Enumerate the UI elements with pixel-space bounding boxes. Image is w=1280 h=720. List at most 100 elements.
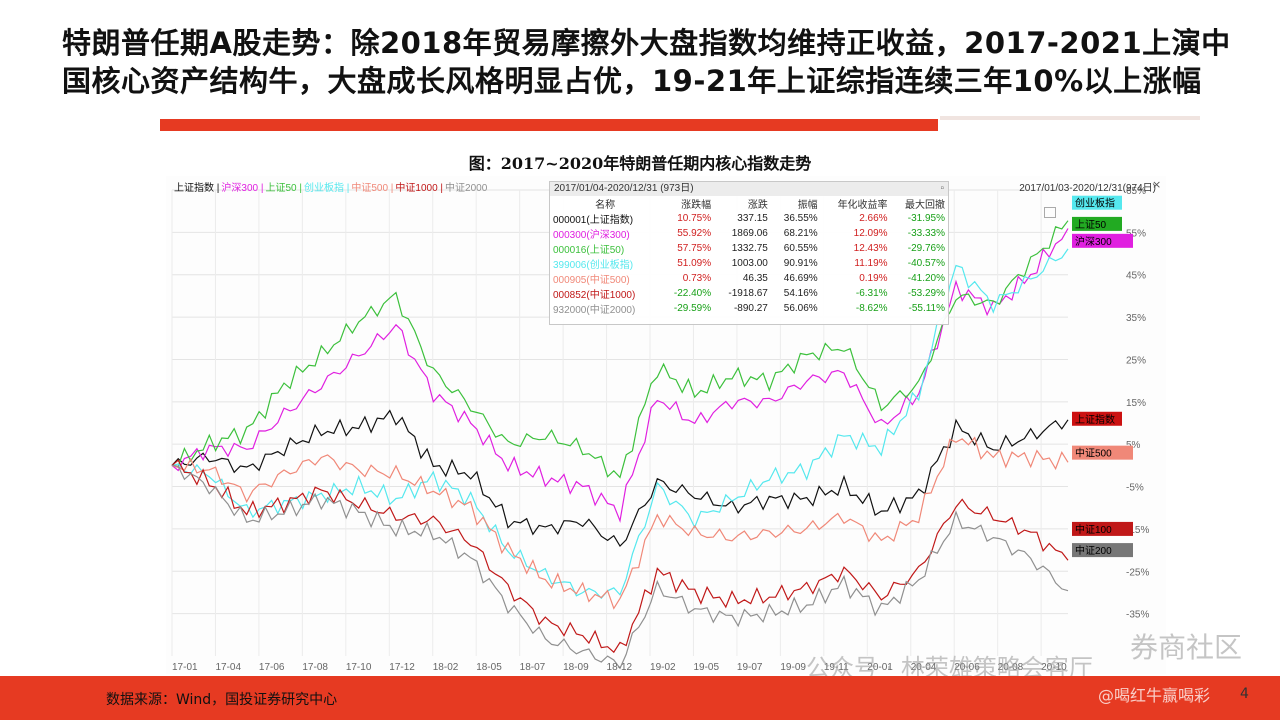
stats-cell: 51.09%	[677, 258, 712, 269]
x-tick-label: 20-04	[911, 662, 937, 673]
end-label-box	[1072, 233, 1133, 248]
stats-cell: 54.16%	[783, 288, 818, 299]
stats-cell: 1332.75	[731, 243, 768, 254]
y-tick-label: 45%	[1126, 271, 1146, 282]
stats-cell: -1918.67	[728, 288, 768, 299]
legend-item[interactable]: 上证指数 |	[174, 183, 220, 194]
stats-cell: 10.75%	[677, 213, 712, 224]
stats-close-icon[interactable]: ▫	[940, 183, 944, 194]
panel-minimize-icon[interactable]	[1044, 207, 1056, 218]
title-underline-fade	[940, 116, 1200, 120]
stats-header-cell: 涨跌	[747, 200, 768, 211]
stats-cell: -22.40%	[673, 288, 712, 299]
y-tick-label: 55%	[1126, 228, 1146, 239]
date-range-label: 2017/01/03-2020/12/31(974日)	[1019, 183, 1156, 194]
stats-cell: -55.11%	[908, 303, 945, 314]
stats-row: 000300(沪深300) 55.92% 1869.06 68.21% 12.09% -3…	[550, 226, 948, 241]
y-tick-label: 25%	[1126, 355, 1146, 366]
stats-cell: 000300(沪深300)	[553, 230, 630, 241]
legend-item[interactable]: 沪深300 |	[221, 183, 264, 194]
end-label-box	[1072, 411, 1122, 426]
stats-cell: 68.21%	[783, 228, 818, 239]
end-label: 中证100	[1075, 523, 1112, 536]
stats-cell: 0.19%	[859, 273, 888, 284]
stats-cell: 932000(中证2000)	[553, 305, 636, 316]
stats-cell: 12.09%	[853, 228, 888, 239]
end-label: 中证500	[1075, 447, 1112, 460]
y-tick-label: 65%	[1126, 186, 1146, 197]
end-label: 创业板指	[1075, 197, 1115, 210]
x-tick-label: 17-01	[172, 662, 198, 673]
stats-cell: -6.31%	[855, 288, 888, 299]
handle-watermark: @喝红牛赢喝彩	[1098, 686, 1211, 705]
end-label: 上证50	[1075, 219, 1107, 231]
chart-close-icon[interactable]: ×	[1152, 178, 1162, 191]
y-tick-label: 15%	[1126, 398, 1146, 409]
stats-cell: 0.73%	[682, 273, 712, 284]
x-tick-label: 19-02	[650, 662, 676, 673]
x-tick-label: 17-10	[346, 662, 372, 673]
series-line-1	[171, 228, 1069, 523]
stats-cell: 46.69%	[783, 273, 818, 284]
stats-cell: 337.15	[737, 213, 768, 224]
stats-cell: 2.66%	[859, 213, 888, 224]
x-tick-label: 18-07	[520, 662, 546, 673]
series-line-2	[171, 220, 1069, 479]
x-tick-label: 19-05	[693, 662, 719, 673]
x-tick-label: 20-06	[954, 662, 980, 673]
figure-caption: 图：2017~2020年特朗普任期内核心指数走势	[468, 154, 812, 173]
stats-cell: 56.06%	[783, 303, 818, 314]
legend-item[interactable]: 上证50 |	[265, 183, 302, 194]
end-label-box	[1072, 521, 1133, 536]
stats-period: 2017/01/04-2020/12/31 (973日)	[550, 182, 948, 196]
end-label-box	[1072, 195, 1122, 210]
stats-row: 399006(创业板指) 51.09% 1003.00 90.91% 11.19% -40…	[550, 256, 948, 271]
y-tick-label: -15%	[1126, 525, 1149, 536]
end-label-box	[1072, 445, 1133, 460]
stats-cell: 000852(中证1000)	[553, 290, 636, 301]
stats-cell: 60.55%	[783, 243, 818, 254]
series-line-6	[171, 464, 1069, 670]
end-label: 上证指数	[1075, 413, 1115, 426]
legend-item[interactable]: 中证2000	[445, 183, 488, 194]
legend-item[interactable]: 中证1000 |	[395, 183, 444, 194]
source-note: 数据来源：Wind，国投证券研究中心	[106, 692, 338, 708]
stats-header-cell: 最大回撤	[905, 200, 945, 211]
stats-cell: 1869.06	[731, 228, 768, 239]
x-tick-label: 19-11	[824, 662, 849, 673]
stats-row: 932000(中证2000) -29.59% -890.27 56.06% -8.62%…	[550, 301, 948, 316]
stats-cell: -33.33%	[907, 228, 945, 239]
x-tick-label: 18-09	[563, 662, 589, 673]
stats-header-cell: 名称	[595, 200, 616, 211]
footer-bar	[0, 676, 1280, 720]
stats-cell: 399006(创业板指)	[553, 260, 634, 271]
end-label-box	[1072, 216, 1122, 231]
y-tick-label: 5%	[1126, 440, 1141, 451]
stats-cell: 000905(中证500)	[553, 275, 630, 286]
y-tick-label: 35%	[1126, 313, 1146, 324]
end-label: 沪深300	[1075, 235, 1112, 248]
y-tick-label: -35%	[1126, 610, 1149, 621]
stats-cell: 12.43%	[853, 243, 888, 254]
stats-cell: -41.20%	[907, 273, 945, 284]
stats-cell: -53.29%	[907, 288, 945, 299]
y-tick-label: -25%	[1126, 567, 1149, 578]
stats-header-cell: 年化收益率	[837, 200, 888, 211]
stats-header-cell: 涨跌幅	[681, 200, 712, 211]
stats-cell: -31.95%	[907, 213, 945, 224]
x-tick-label: 17-04	[215, 662, 241, 673]
x-tick-label: 17-06	[259, 662, 285, 673]
legend-item[interactable]: 中证500 |	[351, 183, 394, 194]
x-tick-label: 19-07	[737, 662, 763, 673]
stats-cell: -890.27	[733, 303, 768, 314]
stats-cell: 1003.00	[731, 258, 768, 269]
stats-header-cell: 振幅	[797, 200, 818, 211]
x-tick-label: 18-05	[476, 662, 502, 673]
stats-cell: 000001(上证指数)	[553, 215, 634, 226]
x-tick-label: 19-09	[780, 662, 806, 673]
stats-row: 000852(中证1000) -22.40% -1918.67 54.16% -6.31…	[550, 286, 948, 301]
series-line-0	[171, 409, 1069, 547]
legend-item[interactable]: 创业板指 |	[303, 183, 350, 194]
stats-row: 000016(上证50) 57.75% 1332.75 60.55% 12.43% -29…	[550, 241, 948, 256]
